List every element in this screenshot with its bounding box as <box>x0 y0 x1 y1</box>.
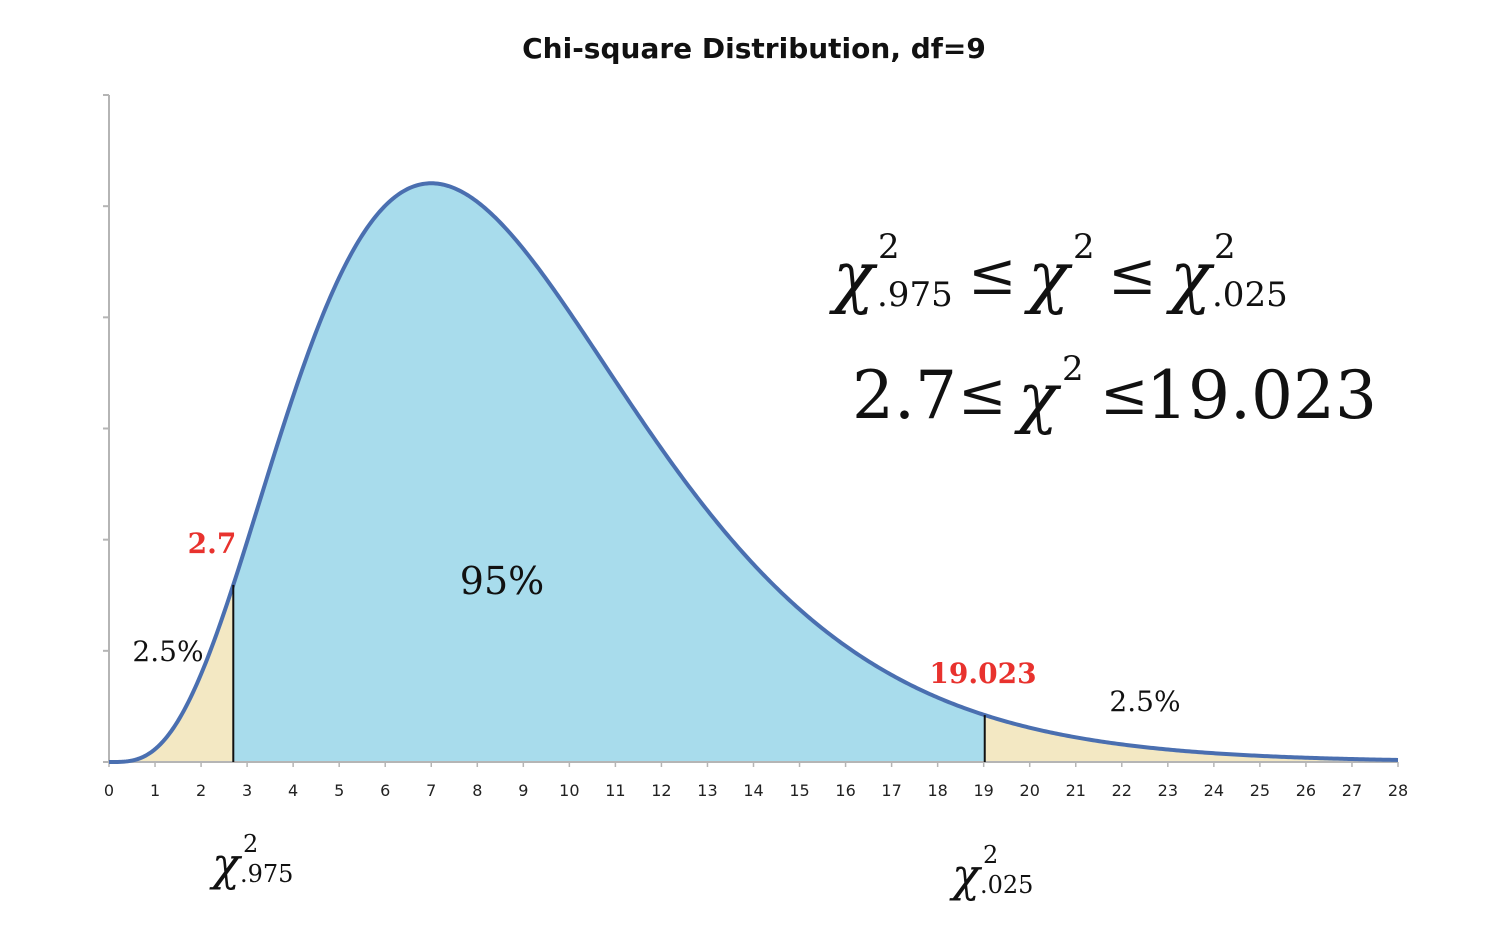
chi-superscript: 2 <box>983 841 998 869</box>
chi-superscript: 2 <box>1062 349 1084 389</box>
x-tick-label: 11 <box>605 781 625 800</box>
x-tick-label: 25 <box>1250 781 1270 800</box>
leq-symbol: ≤ <box>958 360 1007 428</box>
chi-subscript: .025 <box>980 871 1033 899</box>
formula-line-2: 2.7 ≤ χ 2 ≤ 19.023 <box>852 349 1377 436</box>
leq-symbol: ≤ <box>1100 360 1149 428</box>
x-tick-label: 1 <box>150 781 160 800</box>
chart-title: Chi-square Distribution, df=9 <box>522 32 986 65</box>
x-tick-label: 20 <box>1020 781 1040 800</box>
x-tick-label: 27 <box>1342 781 1362 800</box>
chi-symbol: χ <box>1166 238 1215 317</box>
area-fills <box>109 183 1398 762</box>
upper-tail-area <box>984 715 1398 762</box>
lower-value: 2.7 <box>852 357 957 434</box>
x-tick-label: 9 <box>518 781 528 800</box>
x-tick-label: 3 <box>242 781 252 800</box>
x-tick-label: 8 <box>472 781 482 800</box>
x-tick-label: 4 <box>288 781 298 800</box>
formula-line-1: χ 2 .975 ≤ χ 2 ≤ χ 2 .025 <box>829 227 1288 317</box>
x-tick-label: 15 <box>789 781 809 800</box>
x-tick-label: 26 <box>1296 781 1316 800</box>
x-tick-label: 2 <box>196 781 206 800</box>
density-curve <box>109 181 1399 764</box>
x-tick-label: 21 <box>1066 781 1086 800</box>
x-tick-label: 23 <box>1158 781 1178 800</box>
center-label: 95% <box>460 559 544 603</box>
chi-lower-axis-label: χ 2 .975 <box>209 830 293 891</box>
critical-lines <box>232 584 986 762</box>
chi-symbol: χ <box>949 848 983 902</box>
x-tick-label: 17 <box>881 781 901 800</box>
x-tick-label: 0 <box>104 781 114 800</box>
chi-superscript: 2 <box>1214 227 1236 267</box>
upper-tail-label: 2.5% <box>1109 685 1180 718</box>
leq-symbol: ≤ <box>1108 240 1157 308</box>
x-tick-label: 24 <box>1204 781 1224 800</box>
x-tick-label: 12 <box>651 781 671 800</box>
x-tick-label: 6 <box>380 781 390 800</box>
upper-value: 19.023 <box>1146 357 1377 434</box>
chi-superscript: 2 <box>243 830 258 858</box>
chi-symbol: χ <box>209 837 243 891</box>
x-tick-labels: 0 1 2 3 4 5 6 7 8 9 10 11 12 13 14 15 16 17 18 19 20 21 22 23 24… <box>104 781 1408 800</box>
x-tick-label: 19 <box>973 781 993 800</box>
x-tick-label: 16 <box>835 781 855 800</box>
lower-critical-label: 2.7 <box>188 527 237 560</box>
chi-superscript: 2 <box>1073 227 1095 267</box>
x-tick-label: 5 <box>334 781 344 800</box>
chi-subscript: .975 <box>240 860 293 888</box>
x-tick-label: 14 <box>743 781 763 800</box>
lower-tail-area <box>109 584 234 762</box>
leq-symbol: ≤ <box>968 240 1017 308</box>
axes <box>103 94 1399 767</box>
x-tick-label: 10 <box>559 781 579 800</box>
middle-area <box>233 183 985 762</box>
upper-critical-label: 19.023 <box>929 657 1036 690</box>
chi-subscript: .025 <box>1212 275 1288 315</box>
x-tick-label: 18 <box>927 781 947 800</box>
x-tick-label: 28 <box>1388 781 1408 800</box>
chi-symbol: χ <box>829 238 878 317</box>
chi-superscript: 2 <box>878 227 900 267</box>
x-tick-label: 7 <box>426 781 436 800</box>
chi-symbol: χ <box>1024 238 1073 317</box>
lower-tail-label: 2.5% <box>132 635 203 668</box>
chi-symbol: χ <box>1014 359 1062 436</box>
chi-upper-axis-label: χ 2 .025 <box>949 841 1033 902</box>
x-tick-label: 22 <box>1112 781 1132 800</box>
chi-subscript: .975 <box>877 275 953 315</box>
x-tick-label: 13 <box>697 781 717 800</box>
